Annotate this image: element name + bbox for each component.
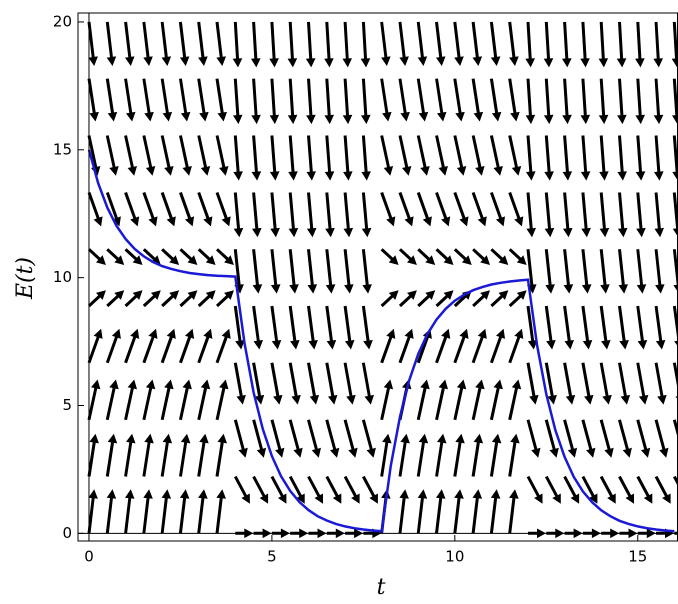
y-tick-label: 0 xyxy=(62,524,72,542)
y-tick-label: 20 xyxy=(53,12,72,30)
x-tick-label: 5 xyxy=(267,548,277,566)
x-tick-label: 0 xyxy=(84,548,94,566)
y-tick-label: 5 xyxy=(62,396,72,414)
x-tick-label: 15 xyxy=(628,548,647,566)
y-axis-label: E(t) xyxy=(13,257,38,300)
x-axis-label: t xyxy=(377,575,386,600)
x-tick-label: 10 xyxy=(445,548,464,566)
y-tick-label: 15 xyxy=(53,140,72,158)
y-tick-label: 10 xyxy=(53,268,72,286)
